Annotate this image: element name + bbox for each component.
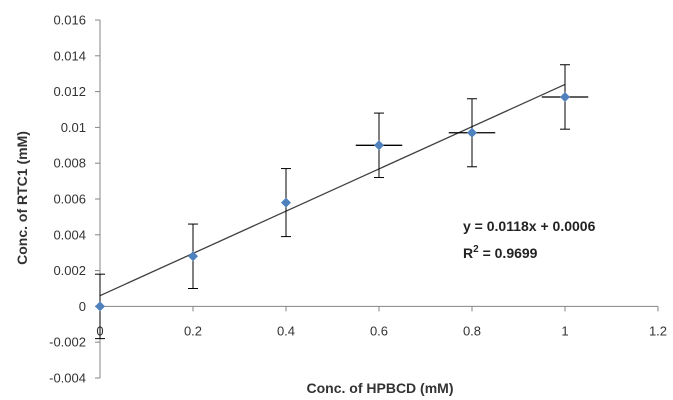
y-tick-label: 0.006	[53, 192, 86, 207]
y-tick-label: 0	[79, 299, 86, 314]
r-squared-value: = 0.9699	[479, 245, 538, 261]
data-point	[188, 251, 198, 262]
data-point	[560, 91, 570, 102]
x-tick-label: 0.4	[277, 323, 295, 338]
y-tick-label: 0.01	[61, 120, 86, 135]
y-tick-label: -0.002	[49, 335, 86, 350]
error-bars	[95, 64, 589, 340]
r-squared-superscript: 2	[473, 244, 479, 255]
data-points	[95, 91, 570, 312]
trendline-equation: y = 0.0118x + 0.0006	[463, 218, 596, 234]
y-tick-label: 0.012	[53, 84, 86, 99]
y-tick-label: 0.008	[53, 156, 86, 171]
x-tick-label: 0.6	[370, 323, 388, 338]
y-axis-title: Conc. of RTC1 (mM)	[14, 131, 30, 265]
tick-labels: -0.004 -0.002 0 0.002 0.004 0.006 0.008 0.01 0.0…	[49, 13, 667, 386]
x-tick-label: 0.2	[184, 323, 202, 338]
trendline-group	[99, 83, 566, 297]
data-point	[281, 197, 291, 208]
data-point	[95, 301, 105, 312]
r-squared-label: R2 = 0.9699	[463, 244, 538, 261]
y-tick-label: 0.016	[53, 13, 86, 28]
y-tick-label: -0.004	[49, 371, 86, 386]
trendline	[99, 83, 566, 297]
y-tick-label: 0.014	[53, 48, 86, 63]
y-tick-label: 0.004	[53, 227, 86, 242]
x-tick-label: 0.8	[463, 323, 481, 338]
data-point	[467, 127, 477, 138]
x-tick-label: 1.2	[649, 323, 667, 338]
y-tick-label: 0.002	[53, 263, 86, 278]
r-squared-prefix: R	[463, 245, 473, 261]
x-tick-label: 1	[561, 323, 568, 338]
x-axis-title: Conc. of HPBCD (mM)	[307, 380, 454, 396]
data-point	[374, 140, 384, 151]
